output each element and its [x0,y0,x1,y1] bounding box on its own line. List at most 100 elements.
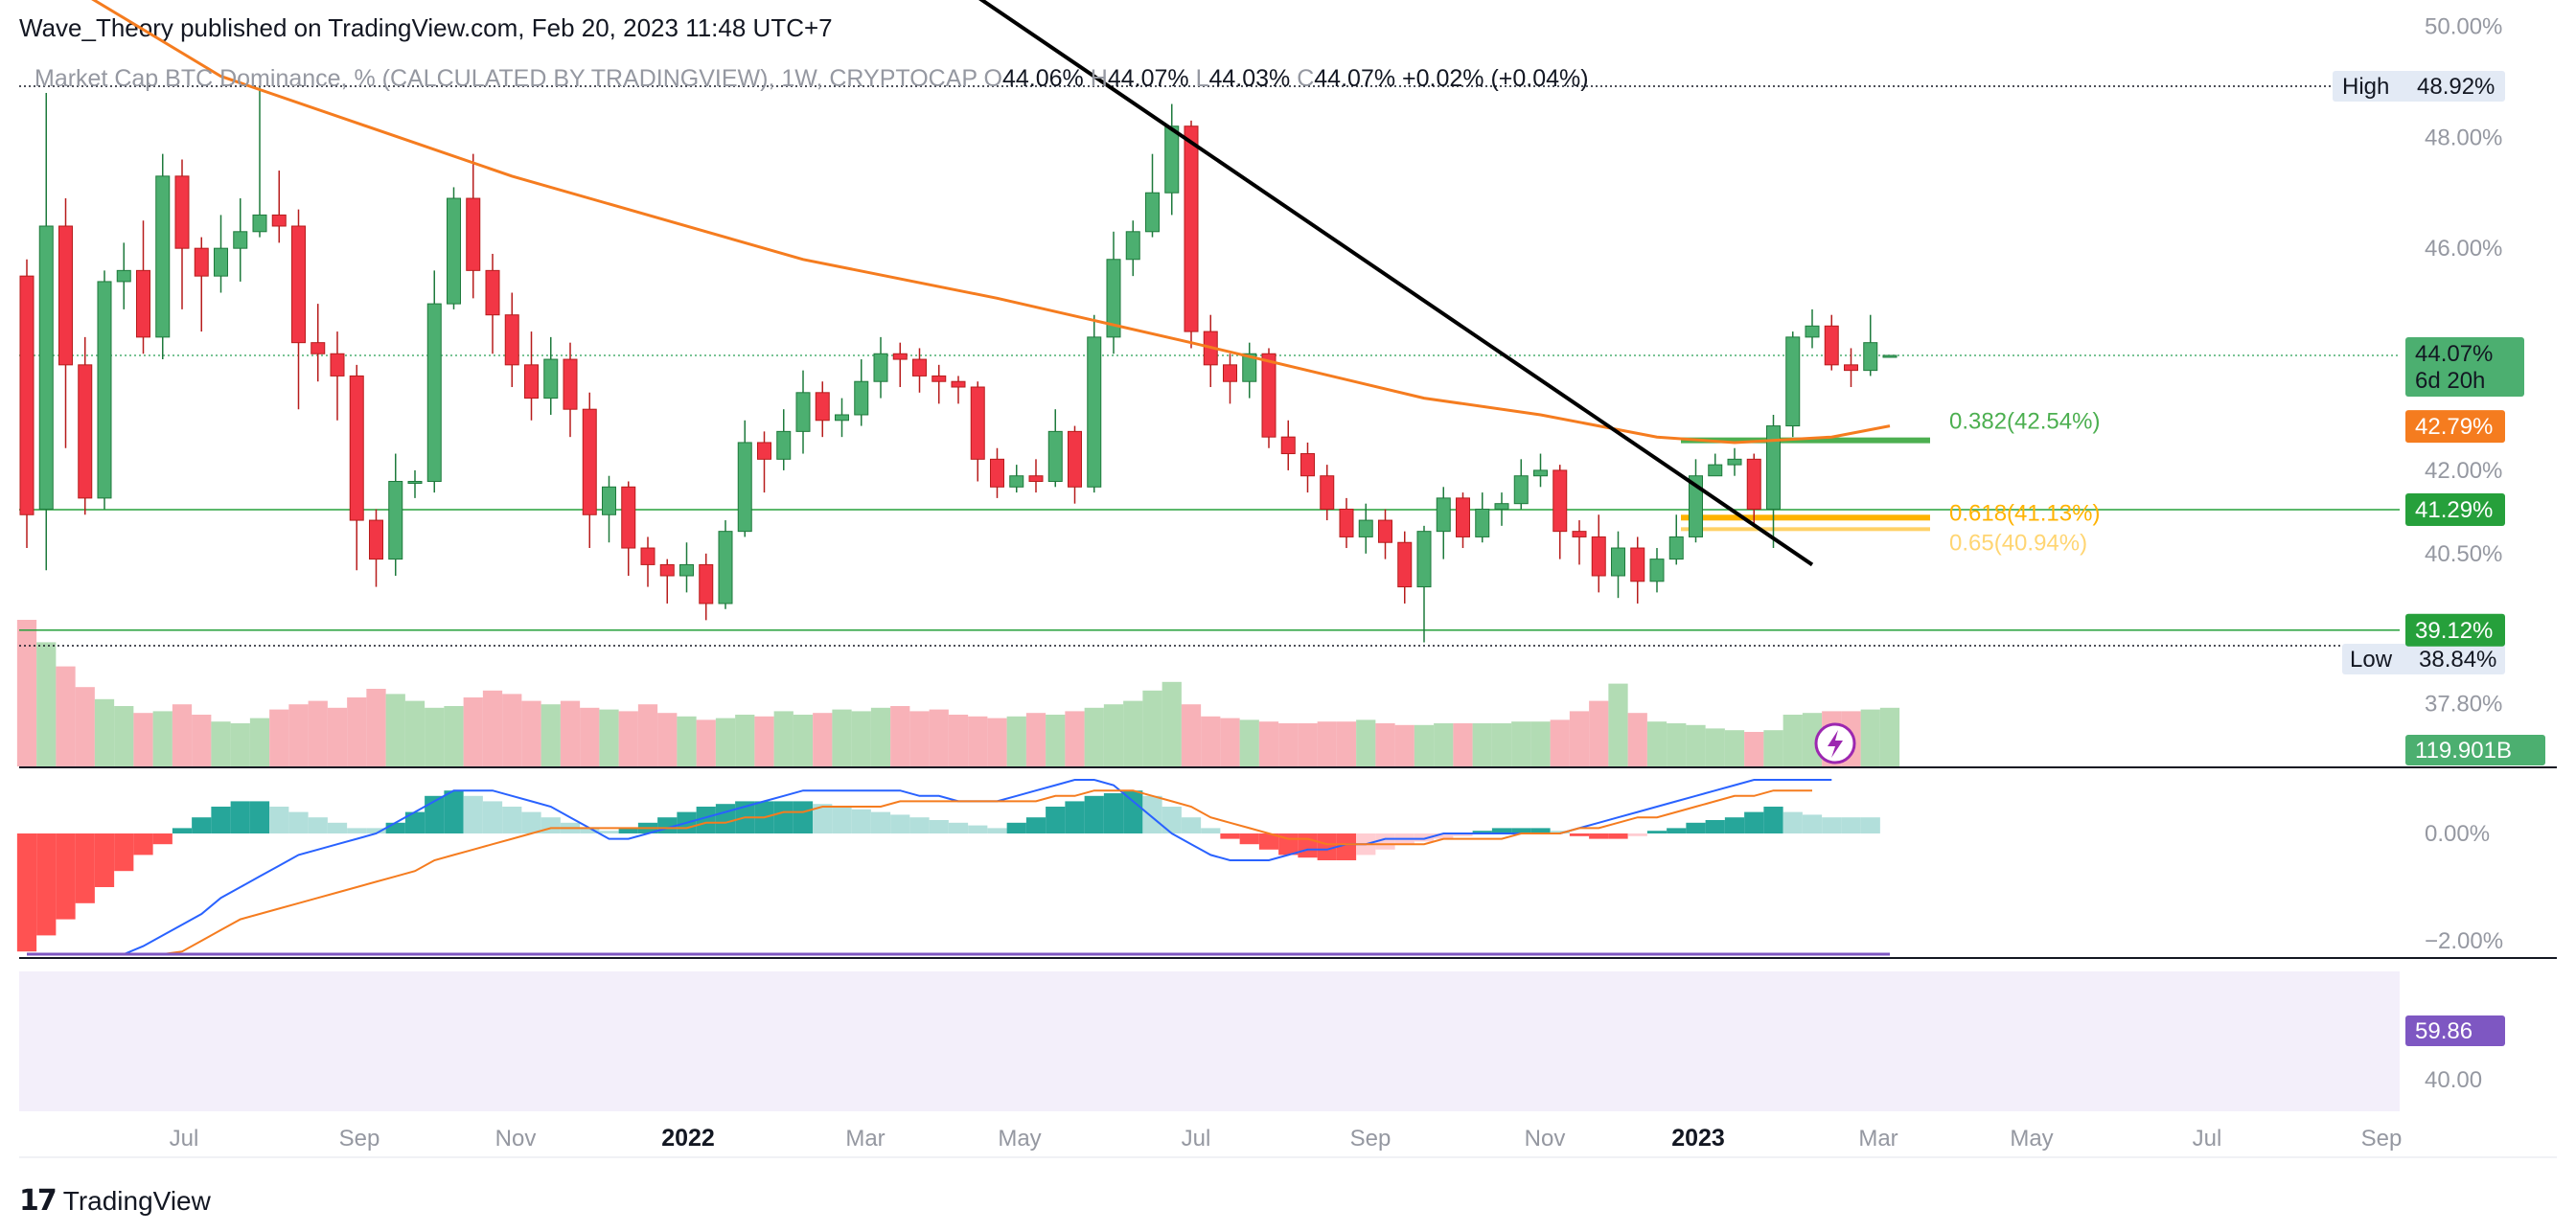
volume-bar [1298,723,1318,766]
candle-body [252,214,267,233]
volume-bar [288,704,309,766]
volume-bar [347,697,367,766]
volume-bar [1724,730,1745,766]
ohlc-close-label: C [1297,65,1315,92]
volume-bar [114,706,134,766]
macd-pane[interactable] [16,779,1880,955]
candle-body [1125,231,1140,261]
volume-bar [1705,728,1725,766]
volume-bar [1162,681,1182,766]
candle-body [1668,536,1684,560]
volume-bar [1782,715,1803,766]
symbol-legend[interactable]: Market Cap BTC Dominance, % (CALCULATED … [34,65,1589,93]
candle-body [388,481,403,560]
candlestick-series[interactable] [19,87,1898,643]
candle-body [1223,364,1237,382]
macd-histogram-bar [890,814,910,833]
candle-body [504,314,519,366]
candle-body [310,342,326,354]
fib-618-label: 0.618(41.13%) [1949,500,2100,526]
candle-body [1649,559,1665,582]
support-1-tag-bg [2405,493,2505,527]
price-axis-tick: 37.80% [2425,691,2502,717]
volume-bar [75,687,95,766]
candle-body [214,247,228,277]
candle-body [1552,469,1568,533]
candle-body [1611,547,1625,577]
macd-histogram-bar [1298,833,1318,858]
ohlc-open-label: O [983,65,1002,92]
volume-bar [56,666,76,766]
candle-body [466,197,481,271]
candle-body [951,380,966,388]
support-2-tag-bg [2405,613,2505,647]
macd-histogram-bar [288,811,309,833]
candle-body [524,364,539,399]
volume-bar [832,709,852,766]
macd-histogram-bar [249,801,270,833]
ohlc-close: 44.07% [1314,65,1396,92]
macd-histogram-bar [192,817,212,833]
macd-histogram-bar [56,833,76,920]
footer-branding[interactable]: 17 TradingView [19,1184,211,1218]
rsi-band [19,971,2400,1111]
time-axis-label: Sep [339,1126,380,1152]
macd-histogram-bar [75,833,95,903]
volume-bar [813,713,833,766]
candle-body [349,375,364,521]
chart-background [19,766,2557,1158]
macd-histogram-bar [1608,833,1628,839]
candle-body [640,547,656,565]
macd-histogram-bar [152,833,172,845]
candle-body [1572,531,1587,537]
fib-65-label: 0.65(40.94%) [1949,530,2087,556]
candle-body [1766,425,1781,510]
macd-histogram-bar [347,828,367,833]
macd-histogram-bar [366,828,386,833]
ohlc-high: 44.07% [1107,65,1189,92]
volume-bar [1356,719,1376,766]
candle-body [602,486,616,515]
candle-body [447,197,461,305]
macd-histogram-bar [580,828,600,833]
macd-histogram-bar [540,817,561,833]
volume-bar [793,715,814,766]
candle-body [1300,453,1315,477]
candle-body [1087,336,1102,488]
candle-body [1242,353,1257,382]
time-axis-label: Mar [845,1126,885,1152]
volume-bar [1860,709,1880,766]
candle-body [1882,354,1898,358]
low-tag-label: Low [2350,647,2393,673]
candle-body [1106,259,1121,338]
candle-body [271,214,287,227]
high-tag-bg [2333,71,2505,102]
volume-bar [909,711,930,766]
tradingview-logo-icon[interactable]: 17 [19,1184,58,1218]
volume-bar [1123,700,1143,766]
volume-bar [249,718,270,766]
candle-body [835,414,849,422]
candle-body [1591,536,1606,577]
macd-histogram-bar [968,825,988,833]
macd-histogram-bar [832,807,852,833]
volume-bar [172,704,193,766]
volume-bar [521,700,541,766]
candle-body [1339,508,1354,537]
brand-name[interactable]: TradingView [62,1185,211,1216]
volume-bar [502,694,522,766]
time-axis-label: Jul [1182,1126,1211,1152]
volume-bar [1025,713,1046,766]
signal-line [27,789,1812,955]
volume-bar [1879,707,1900,766]
macd-histogram-bar [1472,831,1492,833]
candle-body [543,358,559,399]
candle-body [990,458,1004,488]
volume-bar [1103,704,1124,766]
volume-bar [1375,723,1395,766]
volume-bar [715,718,736,766]
macd-histogram-bar [1025,817,1046,833]
rsi-axis-tick: 40.00 [2425,1067,2482,1093]
candle-body [679,563,694,577]
